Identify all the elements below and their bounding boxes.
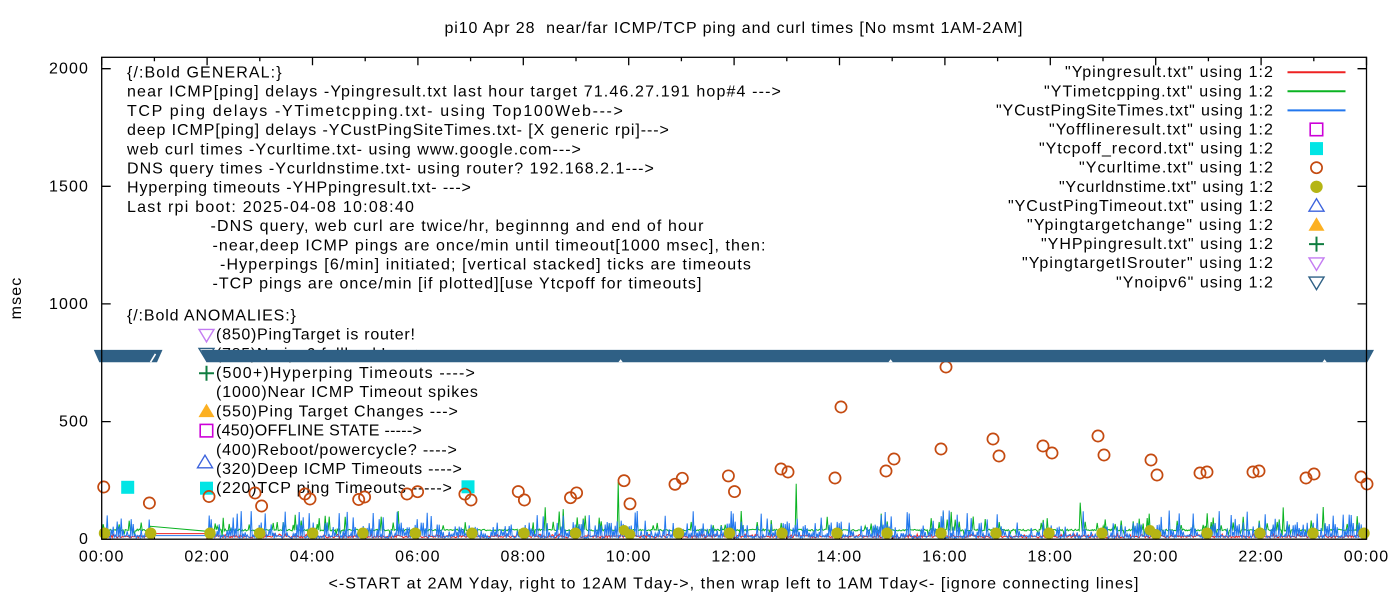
svg-text:Last rpi boot: 2025-04-08 10:0: Last rpi boot: 2025-04-08 10:08:40	[127, 199, 415, 216]
svg-text:06:00: 06:00	[395, 549, 441, 566]
svg-text:(450)OFFLINE STATE ----->: (450)OFFLINE STATE ----->	[216, 423, 423, 440]
svg-text:00:00: 00:00	[79, 549, 125, 566]
svg-text:"YHPpingresult.txt" using 1:2: "YHPpingresult.txt" using 1:2	[1041, 236, 1274, 253]
svg-text:00:00: 00:00	[1344, 549, 1390, 566]
svg-text:500: 500	[59, 414, 89, 431]
svg-text:<-START at 2AM Yday, right to: <-START at 2AM Yday, right to 12AM Tday-…	[329, 576, 1140, 593]
svg-text:web curl times -Ycurltime.txt-: web curl times -Ycurltime.txt- using www…	[126, 141, 582, 158]
svg-text:02:00: 02:00	[184, 549, 230, 566]
svg-text:deep ICMP[ping] delays -YCustP: deep ICMP[ping] delays -YCustPingSiteTim…	[127, 122, 670, 139]
svg-text:10:00: 10:00	[606, 549, 652, 566]
svg-text:(500+)Hyperping Timeouts ---->: (500+)Hyperping Timeouts ---->	[216, 365, 476, 382]
svg-text:0: 0	[79, 531, 89, 548]
svg-text:-Hyperpings [6/min] initiated;: -Hyperpings [6/min] initiated; [vertical…	[220, 257, 752, 274]
svg-text:{/:Bold GENERAL:}: {/:Bold GENERAL:}	[127, 65, 283, 82]
svg-text:18:00: 18:00	[1028, 549, 1074, 566]
svg-text:"Ycurldnstime.txt" using 1:2: "Ycurldnstime.txt" using 1:2	[1059, 179, 1274, 196]
svg-text:1000: 1000	[49, 296, 89, 313]
svg-text:near ICMP[ping] delays -Ypingr: near ICMP[ping] delays -Ypingresult.txt …	[127, 84, 782, 101]
svg-text:"Yofflineresult.txt" using 1:2: "Yofflineresult.txt" using 1:2	[1049, 122, 1274, 139]
svg-text:20:00: 20:00	[1133, 549, 1179, 566]
svg-text:"Ypingresult.txt" using 1:2: "Ypingresult.txt" using 1:2	[1065, 64, 1274, 81]
svg-text:(850)PingTarget is router!: (850)PingTarget is router!	[216, 327, 416, 344]
svg-text:(220)TCP ping Timeouts ----->: (220)TCP ping Timeouts ----->	[216, 480, 453, 497]
svg-text:-near,deep ICMP pings are once: -near,deep ICMP pings are once/min until…	[213, 237, 767, 254]
svg-text:22:00: 22:00	[1238, 549, 1284, 566]
svg-text:"Ytcpoff_record.txt" using 1:2: "Ytcpoff_record.txt" using 1:2	[1039, 141, 1274, 158]
svg-text:04:00: 04:00	[290, 549, 336, 566]
svg-text:2000: 2000	[49, 61, 89, 78]
svg-text:"Ypingtargetchange" using 1:2: "Ypingtargetchange" using 1:2	[1027, 217, 1274, 234]
svg-text:"Ynoipv6" using 1:2: "Ynoipv6" using 1:2	[1116, 274, 1274, 291]
svg-text:12:00: 12:00	[711, 549, 757, 566]
svg-text:08:00: 08:00	[501, 549, 547, 566]
svg-text:(320)Deep ICMP Timeouts ---->: (320)Deep ICMP Timeouts ---->	[216, 461, 463, 478]
svg-text:DNS query times -Ycurldnstime.: DNS query times -Ycurldnstime.txt- using…	[127, 161, 655, 178]
svg-text:14:00: 14:00	[817, 549, 863, 566]
svg-text:16:00: 16:00	[922, 549, 968, 566]
svg-text:"Ycurltime.txt" using 1:2: "Ycurltime.txt" using 1:2	[1079, 160, 1274, 177]
svg-text:"YpingtargetISrouter" using 1:: "YpingtargetISrouter" using 1:2	[1022, 255, 1274, 272]
svg-text:(1000)Near ICMP Timeout spikes: (1000)Near ICMP Timeout spikes	[216, 384, 479, 401]
svg-text:TCP ping delays -YTimetcpping.: TCP ping delays -YTimetcpping.txt- using…	[127, 103, 624, 120]
svg-text:"YCustPingSiteTimes.txt" using: "YCustPingSiteTimes.txt" using 1:2	[996, 102, 1274, 119]
svg-text:1500: 1500	[49, 178, 89, 195]
svg-text:"YCustPingTimeout.txt" using 1: "YCustPingTimeout.txt" using 1:2	[1008, 198, 1274, 215]
svg-text:msec: msec	[8, 277, 25, 320]
svg-text:(400)Reboot/powercycle? ---->: (400)Reboot/powercycle? ---->	[216, 442, 458, 459]
svg-text:Hyperping timeouts -YHPpingres: Hyperping timeouts -YHPpingresult.txt- -…	[127, 180, 472, 197]
svg-text:"YTimetcpping.txt" using 1:2: "YTimetcpping.txt" using 1:2	[1044, 83, 1274, 100]
svg-text:-DNS query, web curl are twice: -DNS query, web curl are twice/hr, begin…	[211, 218, 705, 235]
svg-text:pi10 Apr 28 near/far ICMP/TCP: pi10 Apr 28 near/far ICMP/TCP ping and c…	[445, 20, 1024, 37]
svg-text:(550)Ping Target Changes --->: (550)Ping Target Changes --->	[216, 403, 459, 420]
svg-text:{/:Bold ANOMALIES:}: {/:Bold ANOMALIES:}	[127, 307, 297, 324]
svg-text:-TCP pings are once/min [if pl: -TCP pings are once/min [if plotted][use…	[213, 276, 703, 293]
